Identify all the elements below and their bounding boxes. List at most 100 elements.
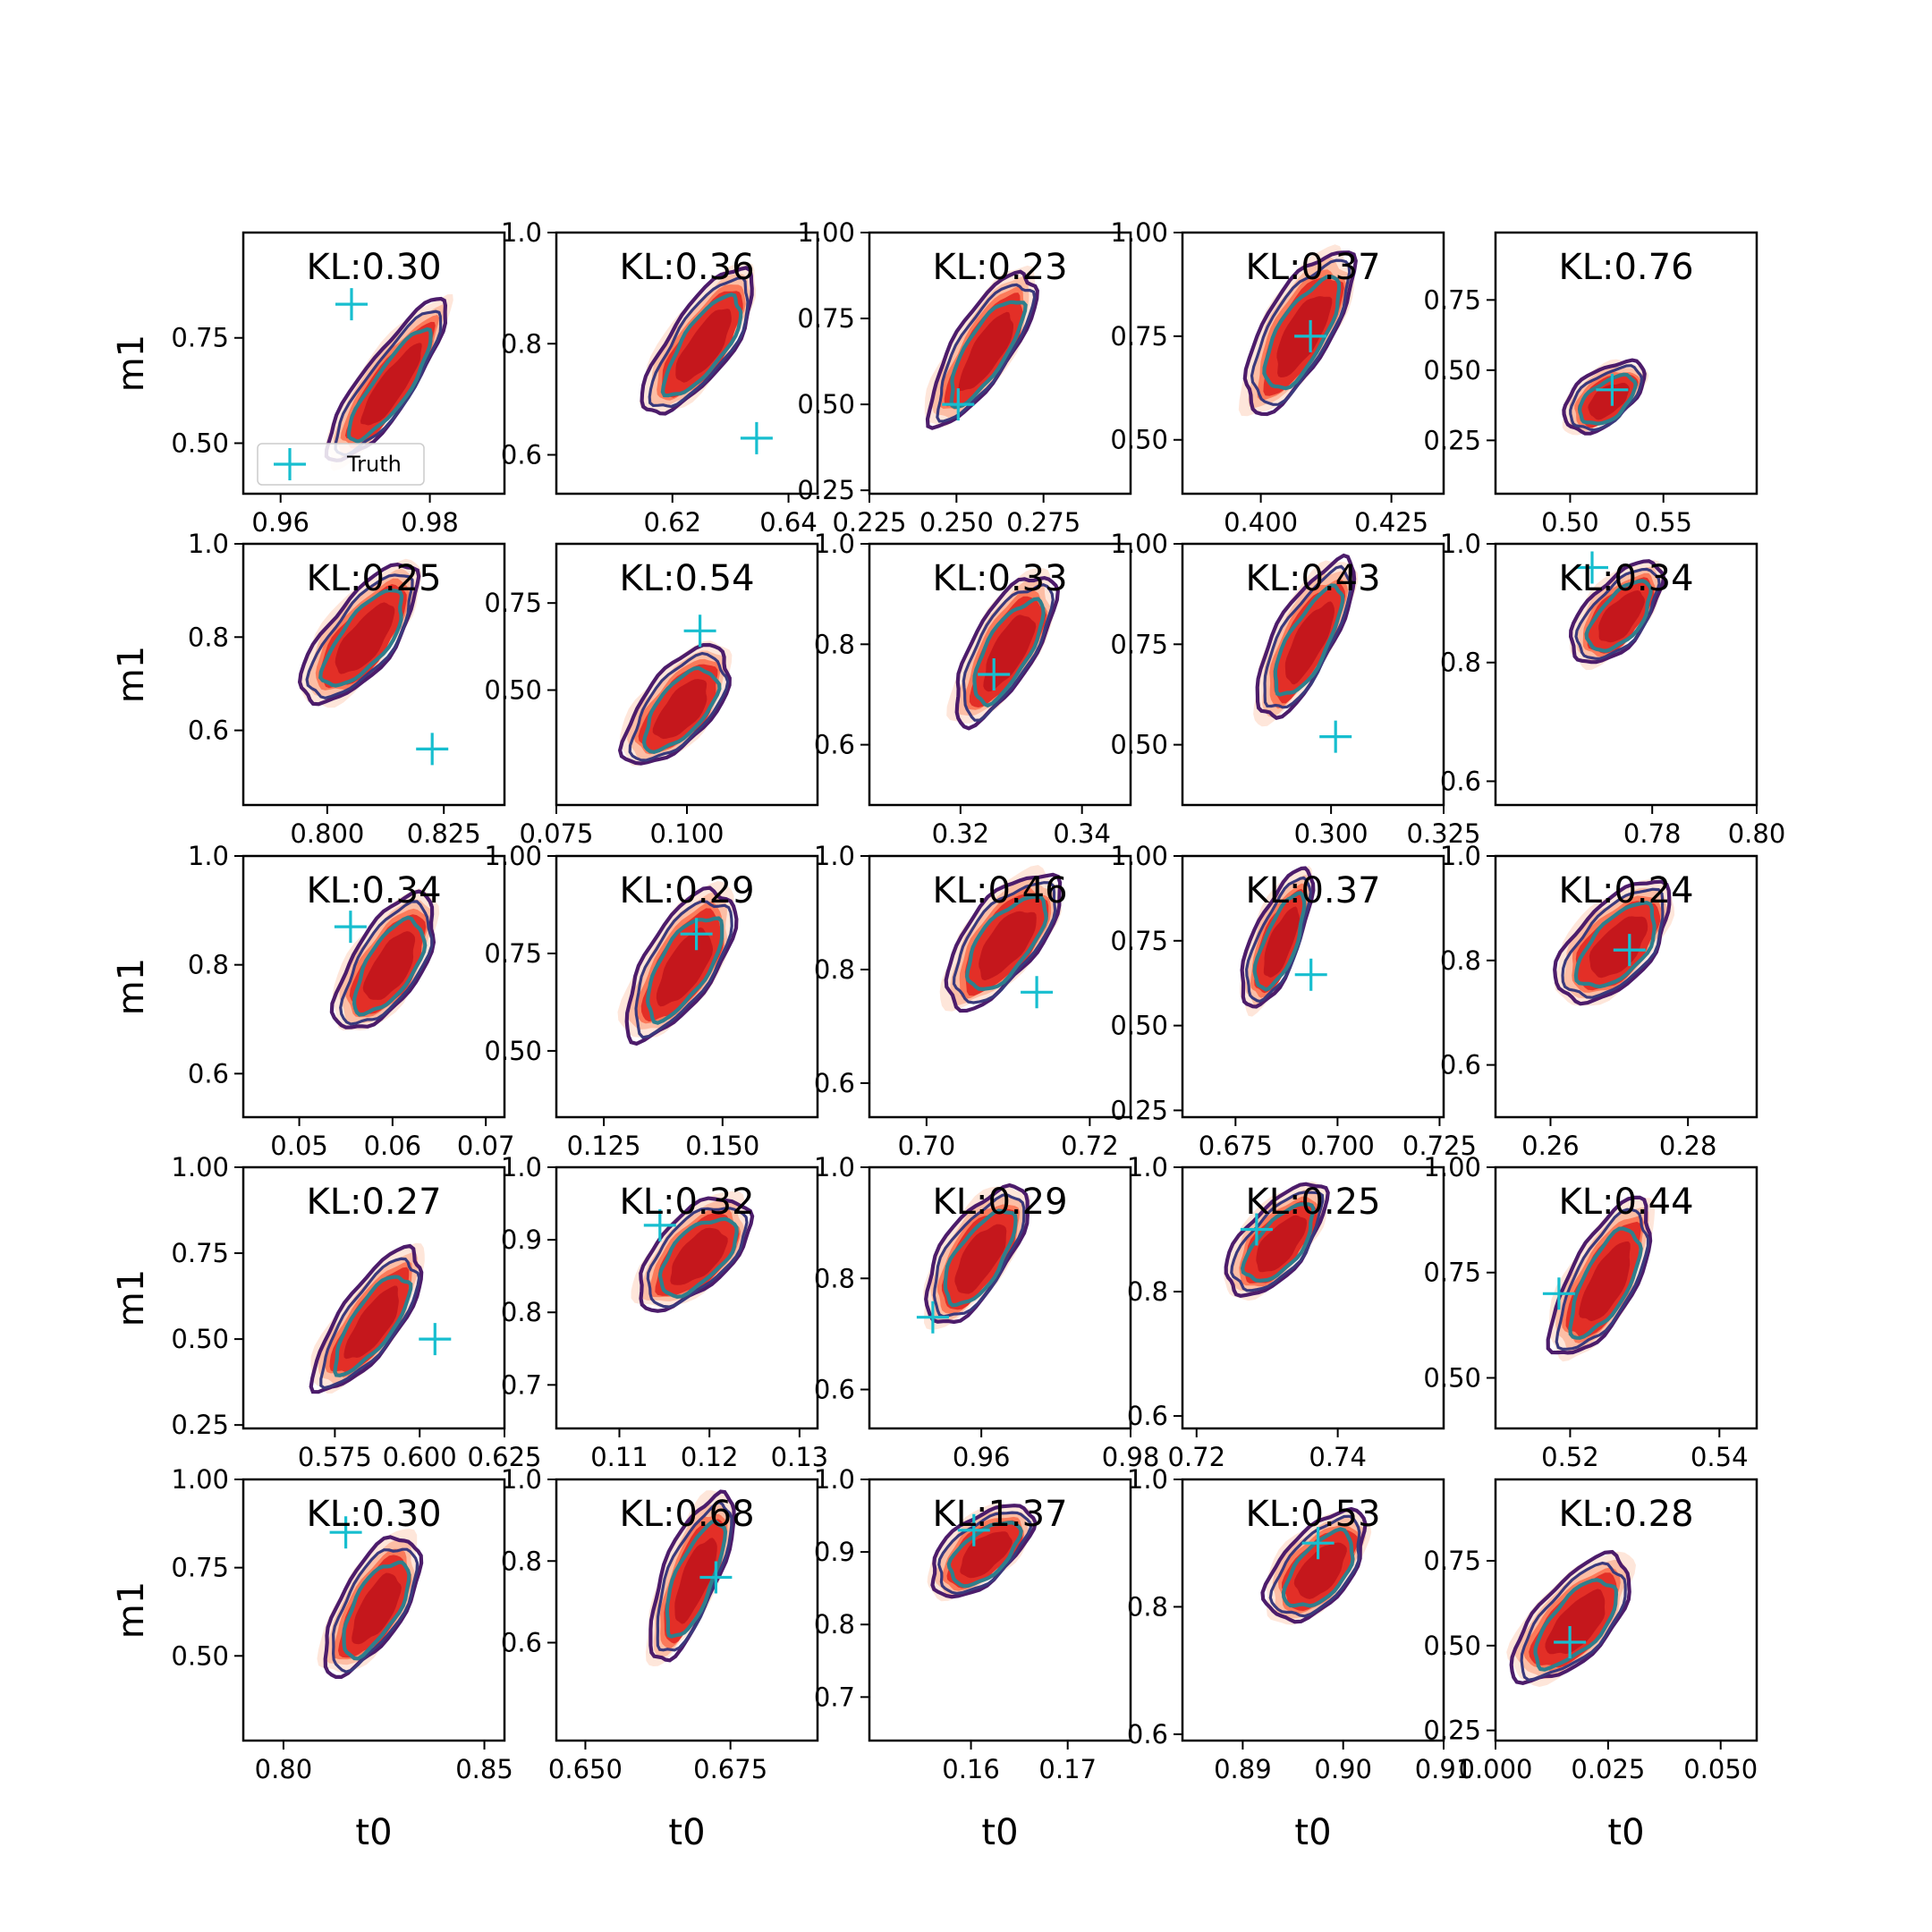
contour-middle <box>1569 364 1644 432</box>
y-tick-label: 0.25 <box>1423 1716 1481 1746</box>
kde-fill-level-5 <box>1598 590 1645 643</box>
y-tick-label: 0.75 <box>171 1553 229 1583</box>
y-tick-label: 1.00 <box>797 217 855 248</box>
x-tick-label: 0.89 <box>1214 1754 1272 1784</box>
x-tick-label: 0.025 <box>1571 1754 1645 1784</box>
y-axis-label: m1 <box>111 1269 152 1326</box>
x-tick-label: 0.07 <box>457 1131 515 1161</box>
kde-fill-level-5 <box>954 1224 1007 1294</box>
kde-fill-level-5 <box>979 911 1037 981</box>
truth-marker <box>1319 720 1352 753</box>
axes-frame <box>868 1478 1132 1742</box>
kl-title: KL:0.25 <box>306 558 441 599</box>
contour-middle <box>1574 567 1661 660</box>
legend-box <box>257 443 425 486</box>
y-axis-label: m1 <box>111 335 152 392</box>
contour-inner <box>346 326 433 444</box>
axes-frame <box>555 1478 819 1742</box>
subplot-r3-c3: 0.72 0.74 0.6 0.8 1.0 KL:0.25 <box>1127 1152 1445 1472</box>
legend-label: Truth <box>346 452 402 477</box>
x-tick-label: 0.50 <box>1541 507 1599 538</box>
x-tick-label: 0.96 <box>251 507 309 538</box>
contour-middle <box>952 881 1057 1004</box>
contour-inner <box>943 1208 1018 1308</box>
y-tick-label: 0.25 <box>1423 425 1481 455</box>
legend: Truth <box>257 443 425 486</box>
y-axis-label: m1 <box>111 646 152 703</box>
y-tick-label: 0.8 <box>814 1263 855 1293</box>
contour-outer <box>1255 553 1357 720</box>
subplot-r3-c1: 0.11 0.12 0.13 0.7 0.8 0.9 1.0 KL:0.32 <box>501 1152 828 1472</box>
x-tick-label: 0.675 <box>693 1754 767 1784</box>
y-tick-label: 0.75 <box>1110 321 1168 352</box>
kde-fill-level-5 <box>352 1572 402 1645</box>
density-plot-area <box>916 1182 1031 1334</box>
contour-middle <box>1263 564 1352 709</box>
density-plot-area <box>1542 1195 1656 1362</box>
y-tick-label: 1.0 <box>1440 841 1481 871</box>
kde-fill-level-5 <box>670 1227 728 1285</box>
y-tick-label: 1.00 <box>1110 217 1168 248</box>
x-axis-label: t0 <box>1294 1812 1331 1853</box>
contour-middle <box>1250 258 1352 406</box>
x-axis-label: t0 <box>355 1812 392 1853</box>
y-tick-label: 0.75 <box>171 323 229 353</box>
y-tick-label: 0.50 <box>484 675 542 706</box>
contour-middle <box>936 283 1037 423</box>
density-plot-area <box>939 865 1063 1013</box>
density-plot-area <box>1568 551 1666 671</box>
contour-inner <box>1273 583 1345 697</box>
contour-middle <box>1561 887 1665 999</box>
y-tick-label: 0.25 <box>171 1410 229 1440</box>
kl-title: KL:0.27 <box>306 1182 441 1223</box>
contour-middle <box>1268 1514 1361 1618</box>
kl-title: KL:0.53 <box>1245 1494 1380 1535</box>
kl-title: KL:0.29 <box>619 870 754 911</box>
density-plot-area <box>1240 866 1327 1017</box>
kde-fill-level-5 <box>652 679 708 740</box>
axes-frame <box>555 231 819 496</box>
subplot-r1-c4: 0.78 0.80 0.6 0.8 1.0 KL:0.34 <box>1440 529 1785 849</box>
density-plot-area <box>1223 1182 1330 1301</box>
density-plot-area <box>1562 358 1649 436</box>
contour-outer <box>648 1489 736 1663</box>
x-tick-label: 0.725 <box>1402 1131 1477 1161</box>
density-plot-area <box>1238 244 1358 417</box>
x-tick-label: 0.96 <box>953 1442 1011 1472</box>
y-tick-label: 1.00 <box>484 841 542 871</box>
kde-fill-level-5 <box>983 614 1037 692</box>
y-tick-label: 0.6 <box>188 1058 229 1089</box>
x-tick-label: 0.075 <box>519 818 593 849</box>
kl-title: KL:0.30 <box>306 1494 441 1535</box>
x-tick-label: 0.300 <box>1294 818 1368 849</box>
density-plot-area <box>297 558 449 766</box>
y-tick-label: 1.0 <box>814 1464 855 1495</box>
x-tick-label: 0.91 <box>1415 1754 1473 1784</box>
x-tick-label: 0.100 <box>649 818 724 849</box>
y-tick-label: 0.75 <box>1423 284 1481 315</box>
kl-title: KL:0.68 <box>619 1494 754 1535</box>
y-tick-label: 0.8 <box>1440 945 1481 976</box>
contour-middle <box>962 583 1055 722</box>
y-tick-label: 0.50 <box>484 1036 542 1066</box>
contour-inner <box>946 1521 1023 1589</box>
density-plot-area <box>924 265 1039 430</box>
y-tick-label: 0.9 <box>814 1537 855 1567</box>
density-plot-area <box>617 881 739 1046</box>
y-axis-label: m1 <box>111 958 152 1015</box>
subplot-r4-c0: 0.80 0.85 0.50 0.75 1.00 KL:0.30 m1 t0 <box>111 1464 513 1853</box>
contour-outer <box>617 642 732 766</box>
kl-title: KL:0.46 <box>932 870 1067 911</box>
axes-frame <box>868 231 1132 496</box>
y-tick-label: 0.6 <box>1440 766 1481 796</box>
contour-inner <box>645 916 724 1025</box>
x-tick-label: 0.050 <box>1683 1754 1758 1784</box>
y-tick-label: 0.8 <box>188 950 229 980</box>
y-tick-label: 1.0 <box>188 841 229 871</box>
contour-middle <box>1230 1191 1325 1292</box>
y-tick-label: 0.6 <box>814 730 855 760</box>
kde-fill-level-5 <box>360 343 422 426</box>
y-tick-label: 0.8 <box>501 1297 542 1327</box>
y-tick-label: 0.8 <box>814 629 855 659</box>
